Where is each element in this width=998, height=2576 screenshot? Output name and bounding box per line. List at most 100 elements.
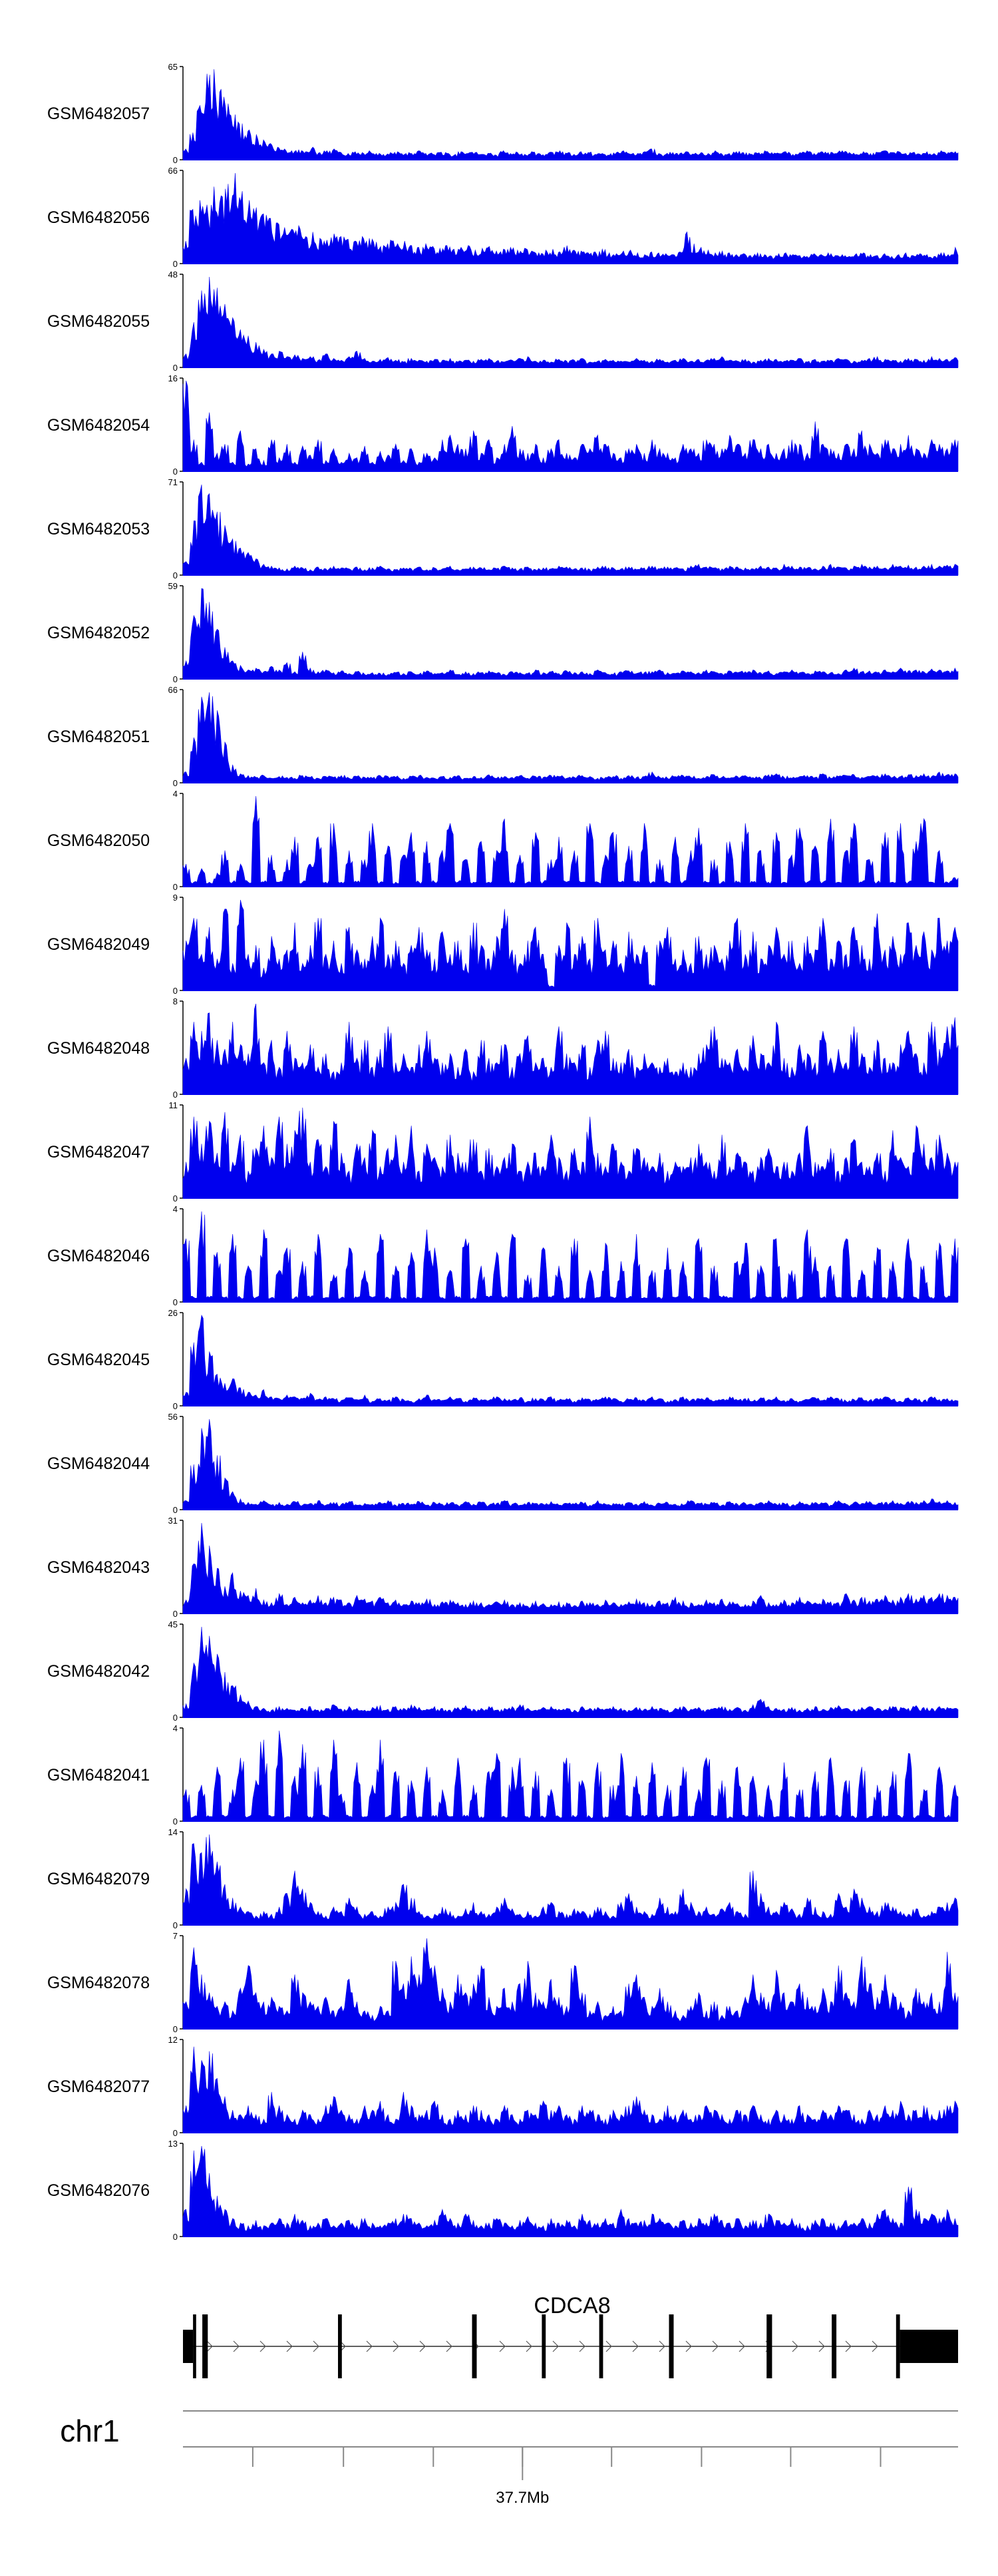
y-zero-label: 0 (173, 1401, 178, 1411)
exon-coding (766, 2314, 772, 2378)
exon-coding (896, 2314, 900, 2378)
y-max-label: 8 (173, 996, 178, 1006)
track-gsm6482052: GSM6482052 59 0 (47, 581, 959, 684)
strand-arrow (739, 2340, 745, 2352)
track-label: GSM6482079 (47, 1870, 150, 1888)
coverage-area (182, 1730, 959, 1822)
track-gsm6482043: GSM6482043 31 0 (47, 1516, 959, 1619)
strand-arrow (206, 2340, 213, 2352)
track-gsm6482054: GSM6482054 16 0 (47, 373, 959, 477)
gene-model: CDCA8 (183, 2293, 958, 2378)
coverage-area (182, 1834, 959, 1926)
exon-coding (599, 2314, 603, 2378)
coverage-area (182, 1003, 959, 1095)
strand-arrow (499, 2340, 506, 2352)
y-max-label: 45 (168, 1619, 178, 1629)
y-max-label: 13 (168, 2139, 178, 2149)
y-max-label: 4 (173, 1204, 178, 1214)
coverage-area (182, 1938, 959, 2030)
track-label: GSM6482076 (47, 2181, 150, 2200)
y-max-label: 59 (168, 581, 178, 591)
y-zero-label: 0 (173, 1505, 178, 1515)
y-zero-label: 0 (173, 1090, 178, 1100)
track-label: GSM6482052 (47, 624, 150, 642)
coverage-area (182, 2046, 959, 2133)
y-max-label: 16 (168, 373, 178, 383)
track-gsm6482042: GSM6482042 45 0 (47, 1619, 959, 1723)
exon-utr (900, 2330, 958, 2363)
y-zero-label: 0 (173, 570, 178, 580)
y-max-label: 71 (168, 477, 178, 487)
strand-arrow (818, 2340, 825, 2352)
y-max-label: 4 (173, 1723, 178, 1733)
track-label: GSM6482045 (47, 1351, 150, 1369)
track-gsm6482076: GSM6482076 13 0 (47, 2139, 959, 2242)
strand-arrow (632, 2340, 639, 2352)
strand-arrow (233, 2340, 240, 2352)
track-gsm6482045: GSM6482045 26 0 (47, 1308, 959, 1411)
coverage-area (182, 484, 959, 576)
strand-arrow (526, 2340, 532, 2352)
strand-arrow (446, 2340, 452, 2352)
strand-arrow (872, 2340, 878, 2352)
y-zero-label: 0 (173, 674, 178, 684)
strand-arrow (712, 2340, 719, 2352)
track-label: GSM6482077 (47, 2077, 150, 2096)
coverage-area (182, 69, 959, 160)
y-max-label: 66 (168, 685, 178, 695)
y-zero-label: 0 (173, 1713, 178, 1723)
exon-coding (542, 2314, 546, 2378)
y-zero-label: 0 (173, 2024, 178, 2034)
strand-arrow (419, 2340, 426, 2352)
strand-arrow (286, 2340, 293, 2352)
y-max-label: 11 (169, 1100, 178, 1110)
track-gsm6482057: GSM6482057 65 0 (47, 62, 959, 165)
exon-coding (669, 2314, 674, 2378)
strand-arrow (685, 2340, 692, 2352)
strand-arrow (552, 2340, 559, 2352)
gene-name-label: CDCA8 (534, 2293, 610, 2318)
track-label: GSM6482078 (47, 1974, 150, 1992)
exon-coding (472, 2314, 477, 2378)
y-max-label: 65 (168, 62, 178, 72)
coverage-area (182, 380, 959, 472)
strand-arrow (659, 2340, 665, 2352)
track-label: GSM6482046 (47, 1247, 150, 1265)
chromosome-label: chr1 (60, 2414, 119, 2448)
track-label: GSM6482049 (47, 935, 150, 954)
track-gsm6482044: GSM6482044 56 0 (47, 1412, 959, 1515)
track-gsm6482041: GSM6482041 4 0 (47, 1723, 959, 1826)
track-label: GSM6482056 (47, 208, 150, 227)
track-label: GSM6482053 (47, 520, 150, 538)
coverage-area (182, 692, 959, 783)
y-zero-label: 0 (173, 1193, 178, 1203)
track-gsm6482047: GSM6482047 11 0 (47, 1100, 959, 1203)
strand-arrow (579, 2340, 585, 2352)
track-gsm6482055: GSM6482055 48 0 (47, 270, 959, 373)
coverage-area (182, 899, 959, 991)
coverage-area (182, 795, 959, 887)
strand-arrow (366, 2340, 373, 2352)
track-gsm6482056: GSM6482056 66 0 (47, 166, 959, 269)
y-zero-label: 0 (173, 2128, 178, 2138)
track-gsm6482048: GSM6482048 8 0 (47, 996, 959, 1100)
y-zero-label: 0 (173, 1297, 178, 1307)
track-label: GSM6482054 (47, 416, 150, 435)
y-zero-label: 0 (173, 1817, 178, 1826)
track-gsm6482050: GSM6482050 4 0 (47, 789, 959, 892)
track-gsm6482079: GSM6482079 14 0 (47, 1827, 959, 1930)
track-label: GSM6482048 (47, 1039, 150, 1058)
y-zero-label: 0 (173, 986, 178, 996)
track-label: GSM6482041 (47, 1766, 150, 1785)
coverage-area (182, 1626, 959, 1718)
coverage-area (182, 276, 959, 368)
strand-arrow (259, 2340, 266, 2352)
y-max-label: 9 (173, 893, 178, 903)
exon-coding (832, 2314, 837, 2378)
y-max-label: 26 (168, 1308, 178, 1318)
y-max-label: 56 (168, 1412, 178, 1422)
axis-tick-label: 37.7Mb (496, 2489, 549, 2507)
y-max-label: 48 (168, 270, 178, 280)
y-zero-label: 0 (173, 2232, 178, 2242)
